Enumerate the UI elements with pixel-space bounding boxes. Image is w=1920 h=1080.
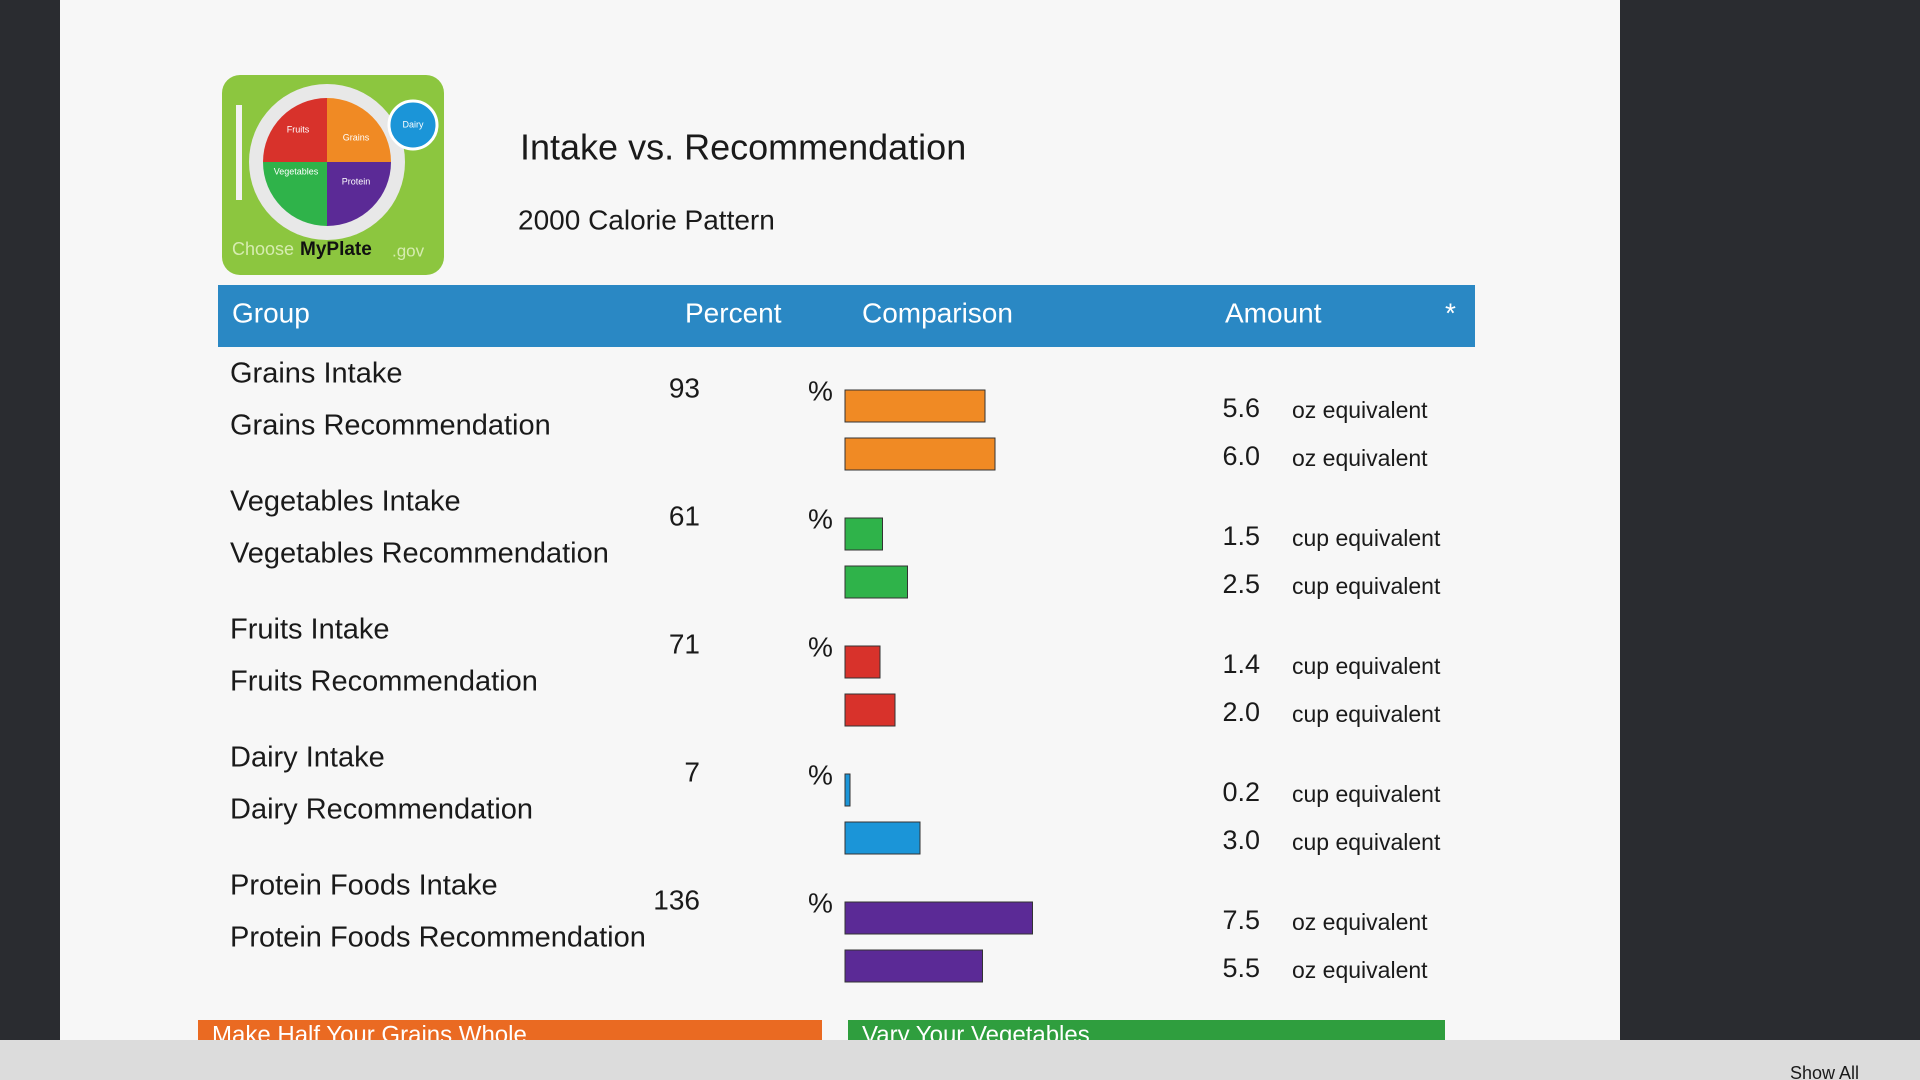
recommendation-bar xyxy=(844,949,983,983)
recommendation-amount: 5.5 xyxy=(1222,953,1260,983)
table-header xyxy=(218,285,1475,347)
percent-sign: % xyxy=(808,375,833,406)
percent-sign: % xyxy=(808,631,833,662)
intake-amount: 7.5 xyxy=(1222,905,1260,935)
intake-amount: 1.4 xyxy=(1222,649,1260,679)
recommendation-bar xyxy=(844,821,921,855)
recommendation-label: Fruits Recommendation xyxy=(230,666,538,698)
column-header: * xyxy=(1445,297,1456,328)
column-header: Amount xyxy=(1225,297,1322,328)
recommendation-unit: oz equivalent xyxy=(1292,957,1428,983)
percent-sign: % xyxy=(808,887,833,918)
logo-suffix: .gov xyxy=(392,241,425,260)
logo-brand: MyPlate xyxy=(300,239,372,260)
intake-bar xyxy=(844,389,986,423)
recommendation-label: Vegetables Recommendation xyxy=(230,538,609,570)
intake-amount: 0.2 xyxy=(1222,777,1260,807)
intake-label: Grains Intake xyxy=(230,358,402,390)
recommendation-amount: 3.0 xyxy=(1222,825,1260,855)
percent-sign: % xyxy=(808,503,833,534)
recommendation-amount: 2.5 xyxy=(1222,569,1260,599)
recommendation-unit: cup equivalent xyxy=(1292,829,1441,855)
intake-unit: oz equivalent xyxy=(1292,397,1428,423)
recommendation-amount: 2.0 xyxy=(1222,697,1260,727)
recommendation-unit: cup equivalent xyxy=(1292,573,1441,599)
column-header: Comparison xyxy=(862,297,1013,328)
logo-label: Vegetables xyxy=(274,166,319,176)
intake-label: Vegetables Intake xyxy=(230,486,461,518)
column-header: Group xyxy=(232,297,310,328)
recommendation-label: Protein Foods Recommendation xyxy=(230,922,646,954)
recommendation-bar xyxy=(844,693,896,727)
percent: 93 xyxy=(669,372,700,403)
intake-bar xyxy=(844,517,883,551)
show-all-button[interactable]: Show All xyxy=(1790,1063,1859,1080)
logo-label: Dairy xyxy=(402,119,424,129)
recommendation-label: Grains Recommendation xyxy=(230,410,551,442)
logo-choose: Choose xyxy=(232,239,294,259)
intake-label: Dairy Intake xyxy=(230,742,385,774)
intake-label: Fruits Intake xyxy=(230,614,390,646)
recommendation-unit: cup equivalent xyxy=(1292,701,1441,727)
banner xyxy=(848,1020,1445,1042)
intake-unit: oz equivalent xyxy=(1292,909,1428,935)
column-header: Percent xyxy=(685,297,782,328)
title: Intake vs. Recommendation xyxy=(520,127,966,168)
intake-bar xyxy=(844,901,1033,935)
percent: 136 xyxy=(653,884,700,915)
logo-label: Protein xyxy=(342,176,371,186)
percent-sign: % xyxy=(808,759,833,790)
percent: 61 xyxy=(669,500,700,531)
taskbar xyxy=(0,1040,1920,1080)
percent: 7 xyxy=(684,756,700,787)
recommendation-bar xyxy=(844,565,908,599)
intake-bar xyxy=(844,645,881,679)
intake-unit: cup equivalent xyxy=(1292,781,1441,807)
recommendation-label: Dairy Recommendation xyxy=(230,794,533,826)
table-body: Grains Intake Grains Recommendation 93 % 5.6… xyxy=(230,358,1441,983)
intake-label: Protein Foods Intake xyxy=(230,870,498,902)
percent: 71 xyxy=(669,628,700,659)
intake-amount: 5.6 xyxy=(1222,393,1260,423)
intake-bar xyxy=(844,773,851,807)
recommendation-unit: oz equivalent xyxy=(1292,445,1428,471)
subtitle: 2000 Calorie Pattern xyxy=(518,204,775,235)
logo-label: Grains xyxy=(343,132,370,142)
intake-amount: 1.5 xyxy=(1222,521,1260,551)
intake-unit: cup equivalent xyxy=(1292,653,1441,679)
banner xyxy=(198,1020,822,1042)
intake-unit: cup equivalent xyxy=(1292,525,1441,551)
recommendation-amount: 6.0 xyxy=(1222,441,1260,471)
recommendation-bar xyxy=(844,437,996,471)
myplate-logo xyxy=(222,75,444,275)
logo-label: Fruits xyxy=(287,124,310,134)
